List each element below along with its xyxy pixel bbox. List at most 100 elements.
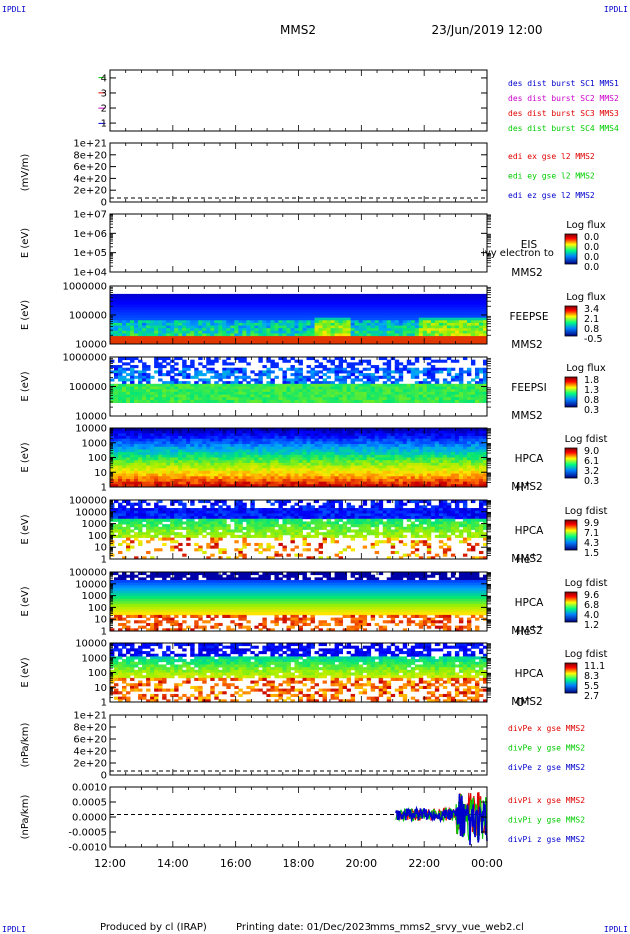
heatmap-cell xyxy=(274,304,279,308)
heatmap-cell xyxy=(150,391,155,395)
heatmap-cell xyxy=(306,309,311,313)
heatmap-cell xyxy=(282,336,287,340)
heatmap-cell xyxy=(262,299,267,303)
heatmap-cell xyxy=(294,325,299,329)
heatmap-cell xyxy=(150,389,155,393)
heatmap-cell xyxy=(346,386,352,390)
heatmap-cell xyxy=(258,307,263,311)
heatmap-cell xyxy=(338,357,344,361)
heatmap-cell xyxy=(326,322,331,326)
heatmap-cell xyxy=(178,312,183,316)
heatmap-cell xyxy=(278,394,283,398)
heatmap-cell xyxy=(258,389,263,393)
heatmap-cell xyxy=(386,386,392,390)
heatmap-cell xyxy=(114,296,119,300)
heatmap-cell xyxy=(162,460,167,464)
heatmap-cell xyxy=(366,430,372,434)
heatmap-cell xyxy=(382,438,388,442)
spacecraft-title: MMS2 xyxy=(280,23,316,37)
heatmap-cell xyxy=(414,397,420,401)
heatmap-cell xyxy=(246,336,251,340)
heatmap-cell xyxy=(314,428,319,432)
heatmap-cell xyxy=(142,330,147,334)
heatmap-cell xyxy=(350,386,356,390)
heatmap-cell xyxy=(342,428,348,432)
heatmap-cell xyxy=(146,365,151,369)
heatmap-cell xyxy=(314,476,319,480)
heatmap-cell xyxy=(230,391,235,395)
heatmap-cell xyxy=(270,397,275,401)
heatmap-cell xyxy=(418,383,424,387)
heatmap-cell xyxy=(138,449,143,453)
heatmap-cell xyxy=(462,320,468,324)
heatmap-cell xyxy=(482,362,488,366)
heatmap-cell xyxy=(250,460,255,464)
heatmap-cell xyxy=(338,370,344,374)
heatmap-cell xyxy=(350,389,356,393)
heatmap-cell xyxy=(370,465,376,469)
heatmap-cell xyxy=(238,430,243,434)
colorbar-tick-label: 2.1 xyxy=(584,314,599,325)
heatmap-cell xyxy=(350,481,356,485)
heatmap-cell xyxy=(390,457,396,461)
heatmap-cell xyxy=(482,399,488,403)
heatmap-cell xyxy=(310,457,315,461)
heatmap-cell xyxy=(150,383,155,387)
heatmap-cell xyxy=(166,336,171,340)
heatmap-cell xyxy=(290,476,295,480)
heatmap-cell xyxy=(246,325,251,329)
heatmap-cell xyxy=(186,299,191,303)
heatmap-cell xyxy=(150,397,155,401)
heatmap-cell xyxy=(138,370,143,374)
heatmap-cell xyxy=(250,328,255,332)
heatmap-cell xyxy=(294,328,299,332)
heatmap-cell xyxy=(222,359,227,363)
heatmap-cell xyxy=(262,383,267,387)
heatmap-cell xyxy=(390,383,396,387)
heatmap-cell xyxy=(458,378,464,382)
heatmap-cell xyxy=(430,320,436,324)
heatmap-cell xyxy=(222,460,227,464)
heatmap-cell xyxy=(386,296,392,300)
heatmap-cell xyxy=(138,375,143,379)
heatmap-cell xyxy=(134,315,139,319)
heatmap-cell xyxy=(294,299,299,303)
heatmap-cell xyxy=(202,468,207,472)
heatmap-cell xyxy=(238,312,243,316)
heatmap-cell xyxy=(238,330,243,334)
heatmap-cell xyxy=(146,449,151,453)
heatmap-cell xyxy=(370,304,376,308)
heatmap-cell xyxy=(198,430,203,434)
heatmap-cell xyxy=(234,465,239,469)
heatmap-cell xyxy=(446,317,452,321)
heatmap-cell xyxy=(138,322,143,326)
heatmap-cell xyxy=(322,430,327,434)
heatmap-cell xyxy=(386,397,392,401)
heatmap-cell xyxy=(306,457,311,461)
heatmap-cell xyxy=(390,454,396,458)
heatmap-cell xyxy=(386,449,392,453)
heatmap-cell xyxy=(370,333,376,337)
heatmap-cell xyxy=(178,322,183,326)
heatmap-cell xyxy=(378,476,384,480)
heatmap-cell xyxy=(246,383,251,387)
heatmap-cell xyxy=(394,444,400,448)
heatmap-cell xyxy=(266,478,271,483)
heatmap-cell xyxy=(290,397,295,401)
heatmap-cell xyxy=(394,333,400,337)
heatmap-cell xyxy=(282,307,287,311)
heatmap-cell xyxy=(222,322,227,326)
heatmap-cell xyxy=(214,315,219,319)
heatmap-cell xyxy=(270,320,275,324)
heatmap-cell xyxy=(482,359,488,363)
heatmap-cell xyxy=(382,299,388,303)
heatmap-cell xyxy=(474,293,480,297)
heatmap-cell xyxy=(322,338,327,342)
heatmap-cell xyxy=(338,438,344,442)
instrument-label: EIS xyxy=(521,239,538,251)
heatmap-cell xyxy=(338,317,344,321)
heatmap-cell xyxy=(298,441,303,445)
heatmap-cell xyxy=(126,446,131,450)
heatmap-cell xyxy=(126,444,131,448)
heatmap-cell xyxy=(182,383,187,387)
